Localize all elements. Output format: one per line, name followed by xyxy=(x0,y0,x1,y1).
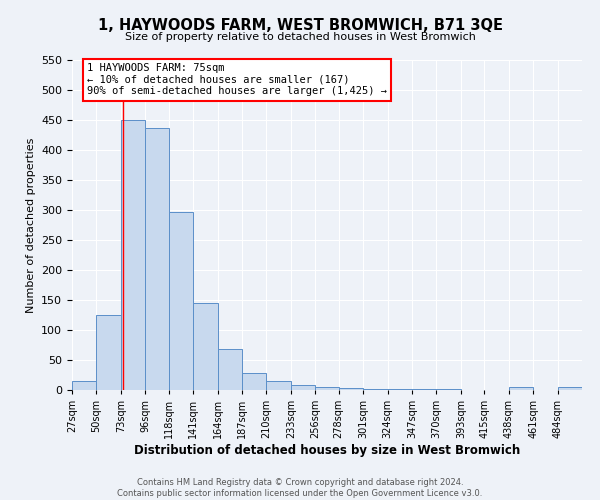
Bar xyxy=(72,381,97,390)
X-axis label: Distribution of detached houses by size in West Bromwich: Distribution of detached houses by size … xyxy=(134,444,520,457)
Bar xyxy=(193,303,218,390)
Bar xyxy=(291,385,316,390)
Y-axis label: Number of detached properties: Number of detached properties xyxy=(26,138,35,312)
Bar xyxy=(363,389,388,390)
Bar xyxy=(97,315,121,390)
Bar xyxy=(338,388,363,390)
Bar xyxy=(316,387,338,390)
Bar xyxy=(242,372,266,390)
Bar xyxy=(121,120,145,390)
Text: 1, HAYWOODS FARM, WEST BROMWICH, B71 3QE: 1, HAYWOODS FARM, WEST BROMWICH, B71 3QE xyxy=(97,18,503,32)
Bar xyxy=(557,387,582,390)
Text: 1 HAYWOODS FARM: 75sqm
← 10% of detached houses are smaller (167)
90% of semi-de: 1 HAYWOODS FARM: 75sqm ← 10% of detached… xyxy=(88,64,388,96)
Bar xyxy=(509,387,533,390)
Bar xyxy=(266,381,291,390)
Text: Contains HM Land Registry data © Crown copyright and database right 2024.
Contai: Contains HM Land Registry data © Crown c… xyxy=(118,478,482,498)
Bar xyxy=(218,349,242,390)
Text: Size of property relative to detached houses in West Bromwich: Size of property relative to detached ho… xyxy=(125,32,475,42)
Bar xyxy=(169,212,193,390)
Bar xyxy=(145,128,169,390)
